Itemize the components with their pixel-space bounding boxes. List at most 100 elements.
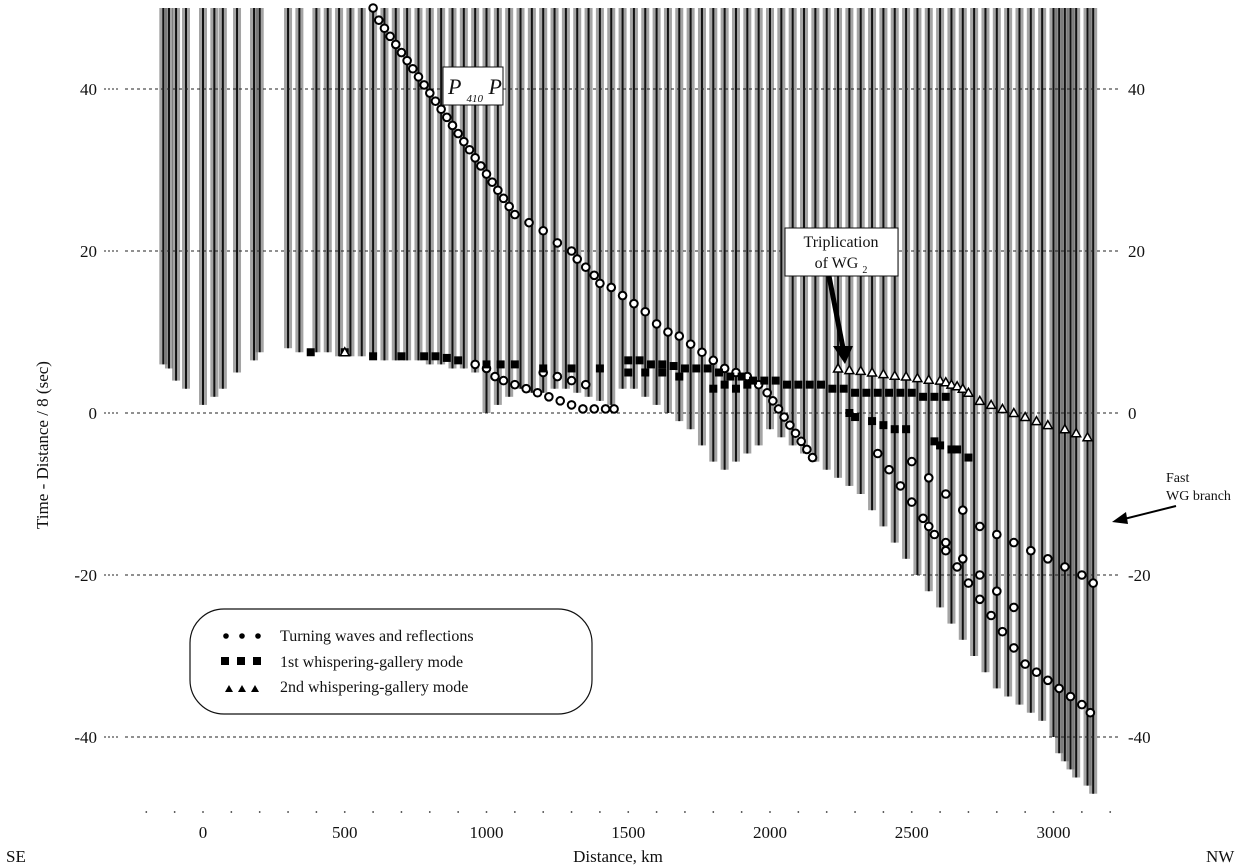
turning-wave-point — [504, 201, 514, 212]
x-minor-tick — [230, 811, 233, 813]
x-tick-label: 0 — [199, 823, 208, 842]
y-tick-label-right: 0 — [1128, 404, 1137, 423]
y-tick-label-left: 0 — [89, 404, 98, 423]
wg2-point — [922, 373, 935, 385]
wg2-point — [1019, 411, 1031, 422]
turning-wave-point — [773, 404, 784, 414]
turning-wave-point — [697, 347, 707, 358]
grid-lines — [125, 88, 1120, 738]
wg1-point — [369, 352, 378, 361]
wg1-point — [771, 376, 780, 385]
wg1-point — [930, 392, 939, 401]
wg1-point — [851, 413, 860, 422]
wg1-point — [907, 388, 916, 397]
wg1-point — [720, 380, 729, 389]
wg1-point — [737, 372, 746, 381]
turning-wave-point — [957, 554, 968, 564]
y-axis-left: 40 20 0 -20 -40 — [74, 80, 118, 747]
turning-wave-point — [600, 404, 611, 414]
x-minor-tick — [655, 811, 658, 813]
wg2-point — [934, 374, 946, 385]
wg1-point — [595, 364, 604, 373]
legend-entry-turning: Turning waves and reflections — [223, 628, 474, 645]
turning-wave-point — [940, 489, 951, 499]
wg1-point — [539, 364, 548, 373]
turning-wave-point — [385, 31, 395, 42]
annotation-triplication-arrow — [826, 275, 846, 349]
wg1-point — [669, 362, 678, 371]
wg1-point — [805, 380, 814, 389]
x-minor-tick — [258, 811, 261, 813]
turning-wave-point — [580, 262, 591, 273]
annotation-triplication-sub: 2 — [862, 265, 867, 276]
turning-wave-point — [419, 80, 429, 90]
turning-wave-point — [572, 254, 583, 264]
turning-wave-point — [1009, 643, 1019, 653]
wg1-point — [675, 372, 684, 381]
wg1-point — [567, 364, 576, 373]
x-minor-tick — [1052, 811, 1055, 813]
wg2-point — [854, 364, 867, 376]
wg1-point — [868, 417, 877, 426]
wg1-point — [726, 372, 735, 381]
x-minor-tick — [287, 811, 289, 813]
wg1-point — [817, 380, 826, 389]
wg2-point — [956, 382, 969, 393]
turning-wave-point — [708, 355, 719, 366]
turning-wave-point — [368, 3, 378, 13]
turning-wave-point — [589, 404, 600, 414]
turning-wave-point — [566, 375, 577, 386]
svg-text:P 410 P: P 410 P — [447, 74, 502, 107]
turning-wave-point — [1043, 675, 1053, 686]
data-points — [306, 3, 1098, 718]
wg2-point — [945, 378, 958, 389]
turning-wave-point — [997, 626, 1008, 637]
wg1-point — [839, 384, 848, 393]
wg1-point — [947, 445, 956, 454]
wg1-point — [902, 425, 911, 434]
turning-wave-point — [906, 497, 917, 507]
turning-wave-point — [651, 319, 662, 329]
x-minor-tick — [457, 811, 460, 813]
annotation-fast-wg-arrowhead — [1112, 512, 1128, 524]
turning-wave-point — [974, 594, 985, 605]
wg1-point — [624, 368, 633, 377]
turning-wave-point — [498, 193, 509, 204]
x-minor-tick — [428, 811, 431, 813]
x-minor-tick — [400, 811, 403, 813]
y-tick-label-left: -20 — [74, 566, 97, 585]
wg1-point — [306, 348, 315, 357]
turning-wave-point — [609, 404, 619, 414]
wg2-point — [888, 369, 901, 380]
x-minor-tick — [513, 811, 516, 813]
turning-wave-point — [1054, 683, 1064, 694]
annotation-p410p-sub: 410 — [467, 93, 484, 105]
wg2-point — [900, 370, 912, 381]
wg1-point — [714, 368, 723, 377]
turning-wave-point — [407, 63, 418, 74]
wg1-point — [845, 409, 854, 417]
wg1-point — [896, 388, 905, 397]
turning-wave-point — [685, 339, 696, 349]
wg1-point — [930, 437, 939, 446]
x-minor-tick — [1080, 811, 1083, 813]
turning-wave-point — [674, 331, 685, 341]
turning-wave-point — [779, 412, 789, 422]
turning-wave-point — [524, 217, 534, 228]
turning-wave-point — [986, 610, 996, 621]
wg2-point — [962, 386, 975, 397]
x-minor-tick — [542, 811, 545, 813]
x-minor-tick — [825, 811, 828, 813]
turning-wave-point — [481, 169, 492, 179]
wg2-point — [996, 402, 1009, 414]
turning-wave-point — [940, 545, 951, 556]
wg1-point — [936, 441, 945, 450]
turning-wave-point — [629, 298, 639, 309]
x-axis-label: Distance, km — [573, 847, 663, 866]
turning-wave-point — [470, 153, 480, 163]
x-minor-tick — [1109, 811, 1112, 813]
wg1-point — [964, 453, 973, 462]
turning-wave-point — [555, 396, 566, 406]
turning-wave-point — [957, 505, 968, 516]
turning-wave-point — [476, 161, 486, 171]
